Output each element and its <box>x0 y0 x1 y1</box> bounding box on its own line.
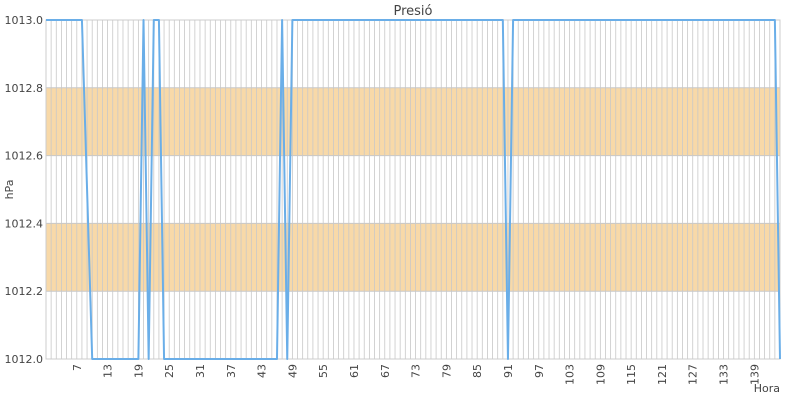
y-tick-labels: 1012.0 1012.2 1012.4 1012.6 1012.8 1013.0 <box>5 14 44 366</box>
x-tick-label: 115 <box>625 364 638 385</box>
x-tick-label: 37 <box>225 364 238 378</box>
x-tick-label: 19 <box>132 364 145 378</box>
x-axis-title: Hora <box>754 382 780 395</box>
x-tick-label: 25 <box>163 364 176 378</box>
x-tick-label: 67 <box>379 364 392 378</box>
y-tick-label: 1012.0 <box>5 353 44 366</box>
x-tick-label: 61 <box>348 364 361 378</box>
x-tick-label: 7 <box>71 364 84 371</box>
y-tick-label: 1012.4 <box>5 217 44 230</box>
series-group <box>46 19 781 360</box>
x-tick-label: 103 <box>564 364 577 385</box>
y-tick-label: 1012.8 <box>5 82 44 95</box>
plot-border <box>45 19 781 360</box>
y-tick-label: 1012.6 <box>5 150 44 163</box>
x-tick-label: 43 <box>256 364 269 378</box>
x-tick-label: 109 <box>594 364 607 385</box>
chart-title: Presió <box>393 4 432 19</box>
band-1 <box>46 87 780 156</box>
highlight-bands <box>46 87 780 292</box>
x-tick-label: 97 <box>533 364 546 378</box>
series-line-0 <box>46 19 781 360</box>
x-tick-label: 139 <box>748 364 761 385</box>
x-tick-label: 127 <box>687 364 700 385</box>
y-tick-label: 1012.2 <box>5 285 44 298</box>
x-tick-label: 31 <box>194 364 207 378</box>
y-axis-title: hPa <box>3 180 16 200</box>
x-tick-label: 121 <box>656 364 669 385</box>
x-tick-label: 49 <box>286 364 299 378</box>
x-tick-label: 73 <box>410 364 423 378</box>
x-tick-label: 91 <box>502 364 515 378</box>
horizontal-grid <box>46 19 780 360</box>
band-0 <box>46 223 780 292</box>
vertical-grid <box>45 20 781 359</box>
x-tick-label: 13 <box>102 364 115 378</box>
x-tick-labels: 7 13 19 25 31 37 43 49 55 61 67 73 79 85 91 97 103 109 115… <box>71 364 762 385</box>
y-tick-label: 1013.0 <box>5 14 44 27</box>
x-tick-label: 85 <box>471 364 484 378</box>
x-tick-label: 55 <box>317 364 330 378</box>
x-tick-label: 79 <box>440 364 453 378</box>
x-tick-label: 133 <box>718 364 731 385</box>
